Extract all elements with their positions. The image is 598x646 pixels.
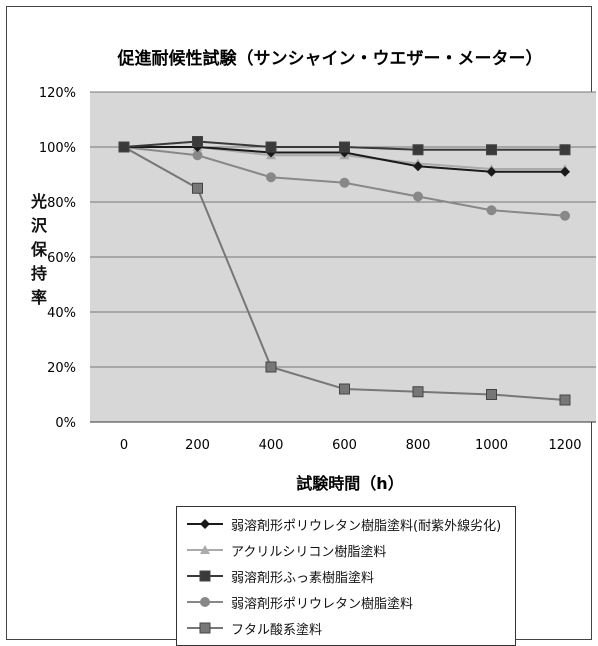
y-tick-label: 100% bbox=[39, 141, 76, 156]
chart-title: 促進耐候性試験（サンシャイン・ウエザー・メーター） bbox=[117, 48, 543, 69]
legend-label: 弱溶剤形ふっ素樹脂塗料 bbox=[231, 567, 374, 586]
y-tick-label: 0% bbox=[55, 416, 76, 431]
y-tick-label: 20% bbox=[47, 361, 76, 376]
legend-label: アクリルシリコン樹脂塗料 bbox=[231, 541, 386, 560]
data-point bbox=[560, 145, 570, 155]
data-point bbox=[413, 387, 423, 397]
legend-item: フタル酸系塗料 bbox=[185, 617, 322, 639]
x-tick-label: 800 bbox=[406, 438, 431, 453]
legend-swatch bbox=[185, 569, 225, 583]
data-point bbox=[487, 390, 497, 400]
x-tick-label: 600 bbox=[332, 438, 357, 453]
y-tick-label: 40% bbox=[47, 306, 76, 321]
legend-item: 弱溶剤形ポリウレタン樹脂塗料(耐紫外線劣化) bbox=[185, 513, 501, 535]
legend-item: 弱溶剤形ふっ素樹脂塗料 bbox=[185, 565, 374, 587]
x-axis-label: 試験時間（h） bbox=[296, 474, 403, 493]
x-tick-label: 200 bbox=[185, 438, 210, 453]
y-axis-label: 光沢保持率 bbox=[28, 190, 50, 310]
legend-item: アクリルシリコン樹脂塗料 bbox=[185, 539, 386, 561]
data-point bbox=[193, 183, 203, 193]
y-tick-label: 120% bbox=[39, 86, 76, 101]
data-point bbox=[340, 384, 350, 394]
legend-swatch bbox=[185, 621, 225, 635]
data-point bbox=[266, 142, 276, 152]
legend-swatch bbox=[185, 543, 225, 557]
legend-item: 弱溶剤形ポリウレタン樹脂塗料 bbox=[185, 591, 413, 613]
x-tick-label: 1200 bbox=[548, 438, 581, 453]
data-point bbox=[193, 137, 203, 147]
y-tick-label: 80% bbox=[47, 196, 76, 211]
data-point bbox=[340, 142, 350, 152]
legend: 弱溶剤形ポリウレタン樹脂塗料(耐紫外線劣化) アクリルシリコン樹脂塗料 弱溶剤形ふっ… bbox=[176, 506, 516, 646]
legend-label: 弱溶剤形ポリウレタン樹脂塗料(耐紫外線劣化) bbox=[231, 515, 501, 534]
data-point bbox=[413, 192, 423, 202]
legend-swatch bbox=[185, 595, 225, 609]
data-point bbox=[119, 142, 129, 152]
data-point bbox=[340, 178, 350, 188]
data-point bbox=[560, 211, 570, 221]
data-point bbox=[487, 145, 497, 155]
x-tick-label: 0 bbox=[120, 438, 128, 453]
data-point bbox=[560, 395, 570, 405]
legend-label: フタル酸系塗料 bbox=[231, 619, 322, 638]
legend-label: 弱溶剤形ポリウレタン樹脂塗料 bbox=[231, 593, 413, 612]
data-point bbox=[487, 205, 497, 215]
y-tick-label: 60% bbox=[47, 251, 76, 266]
data-point bbox=[413, 145, 423, 155]
x-tick-label: 400 bbox=[259, 438, 284, 453]
data-point bbox=[266, 362, 276, 372]
legend-swatch bbox=[185, 517, 225, 531]
data-point bbox=[266, 172, 276, 182]
x-tick-label: 1000 bbox=[475, 438, 508, 453]
